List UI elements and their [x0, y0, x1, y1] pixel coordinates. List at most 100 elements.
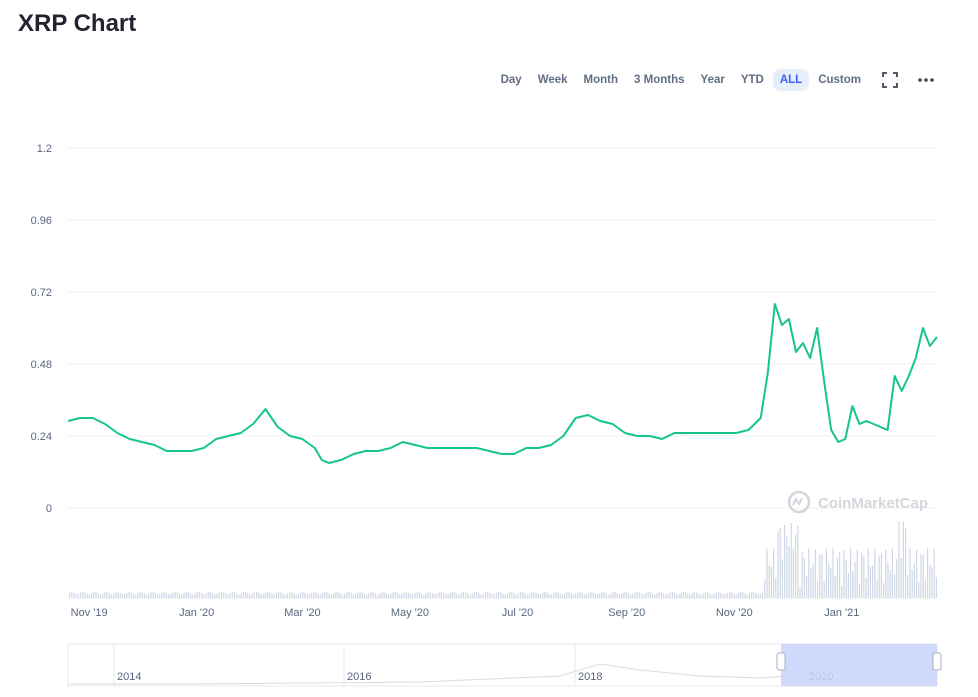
- volume-bar: [300, 592, 302, 598]
- volume-bar: [401, 594, 403, 598]
- volume-bar: [212, 592, 214, 598]
- volume-bar: [467, 593, 469, 598]
- volume-bar: [388, 594, 390, 598]
- range-navigator[interactable]: 2014201620182020: [67, 643, 942, 687]
- volume-bar: [814, 549, 816, 598]
- fullscreen-icon[interactable]: [876, 68, 904, 92]
- range-tab-week[interactable]: Week: [537, 74, 568, 86]
- volume-bar: [218, 592, 220, 598]
- navigator-right-handle[interactable]: [932, 652, 942, 671]
- volume-bar: [297, 593, 299, 598]
- volume-bar: [726, 592, 728, 598]
- volume-bar: [311, 592, 313, 598]
- volume-bar: [275, 592, 277, 598]
- volume-bar: [97, 593, 99, 598]
- navigator-tick-label: 2014: [117, 671, 141, 683]
- range-tab-ytd[interactable]: YTD: [740, 74, 764, 86]
- volume-bar: [412, 594, 414, 598]
- volume-bar: [643, 594, 645, 598]
- volume-bar: [735, 594, 737, 598]
- navigator-left-handle[interactable]: [776, 652, 786, 671]
- volume-bar: [583, 594, 585, 598]
- volume-bar: [509, 592, 511, 598]
- volume-bar: [319, 594, 321, 598]
- volume-bar: [674, 592, 676, 598]
- range-toolbar: Day Week Month 3 Months Year YTD ALL Cus…: [494, 68, 940, 92]
- volume-bar: [676, 594, 678, 598]
- volume-bar: [203, 594, 205, 598]
- volume-bar: [740, 592, 742, 598]
- volume-bar: [843, 550, 845, 598]
- volume-bar: [564, 593, 566, 598]
- volume-bar: [779, 528, 781, 598]
- volume-bar: [550, 594, 552, 598]
- volume-bar: [286, 593, 288, 598]
- range-tab-custom[interactable]: Custom: [818, 74, 861, 86]
- navigator-selection[interactable]: [781, 644, 937, 686]
- volume-bar: [845, 560, 847, 598]
- volume-bar: [484, 592, 486, 598]
- volume-bar: [165, 592, 167, 598]
- volume-bar: [786, 536, 788, 598]
- volume-bar: [517, 593, 519, 598]
- volume-bar: [132, 593, 134, 598]
- volume-bar: [839, 552, 841, 598]
- volume-bar: [495, 592, 497, 598]
- volume-bar: [245, 592, 247, 598]
- volume-bar: [247, 592, 249, 598]
- volume-bar: [187, 592, 189, 598]
- range-tab-day[interactable]: Day: [500, 74, 522, 86]
- volume-bar: [454, 592, 456, 598]
- volume-bar: [935, 577, 937, 598]
- range-tab-all[interactable]: ALL: [772, 69, 810, 91]
- volume-bar: [924, 579, 926, 598]
- more-options-icon[interactable]: [912, 68, 940, 92]
- volume-bar: [922, 555, 924, 598]
- volume-bar: [361, 592, 363, 598]
- volume-bar: [126, 592, 128, 598]
- volume-bar: [621, 593, 623, 598]
- volume-bar: [73, 592, 75, 598]
- volume-bar: [352, 594, 354, 598]
- volume-bar: [887, 562, 889, 598]
- range-tab-3-months[interactable]: 3 Months: [634, 74, 685, 86]
- volume-bar: [528, 593, 530, 598]
- volume-bar: [280, 592, 282, 598]
- volume-bar: [374, 593, 376, 598]
- volume-bar: [876, 579, 878, 598]
- range-tab-year[interactable]: Year: [700, 74, 725, 86]
- volume-bar: [553, 592, 555, 598]
- volume-bar: [88, 594, 90, 598]
- volume-bar: [460, 592, 462, 598]
- volume-bar: [205, 593, 207, 598]
- volume-bar: [854, 561, 856, 598]
- range-tab-month[interactable]: Month: [583, 74, 619, 86]
- x-axis: Nov '19 Jan '20 Mar '20 May '20 Jul '20 Sep '…: [71, 607, 860, 619]
- volume-bar: [555, 592, 557, 598]
- x-tick-label: Jul '20: [502, 607, 533, 619]
- volume-bar: [339, 592, 341, 598]
- volume-bar: [478, 592, 480, 598]
- volume-bar: [110, 594, 112, 598]
- volume-bar: [645, 592, 647, 598]
- volume-bar: [729, 592, 731, 598]
- volume-bar: [533, 592, 535, 598]
- volume-bar: [777, 531, 779, 598]
- volume-bar: [762, 592, 764, 598]
- volume-bar: [610, 593, 612, 598]
- volume-bar: [240, 593, 242, 598]
- volume-bar: [689, 594, 691, 598]
- volume-bar: [841, 586, 843, 598]
- volume-bar: [449, 592, 451, 598]
- volume-bar: [929, 564, 931, 598]
- volume-bar: [471, 593, 473, 598]
- volume-bar: [905, 528, 907, 598]
- y-tick-label: 1.2: [37, 143, 52, 155]
- volume-bar: [80, 592, 82, 598]
- volume-bar: [139, 592, 141, 598]
- volume-bar: [234, 592, 236, 598]
- volume-bar: [702, 593, 704, 598]
- volume-bar: [581, 592, 583, 598]
- volume-bar: [698, 593, 700, 598]
- volume-bar: [810, 568, 812, 598]
